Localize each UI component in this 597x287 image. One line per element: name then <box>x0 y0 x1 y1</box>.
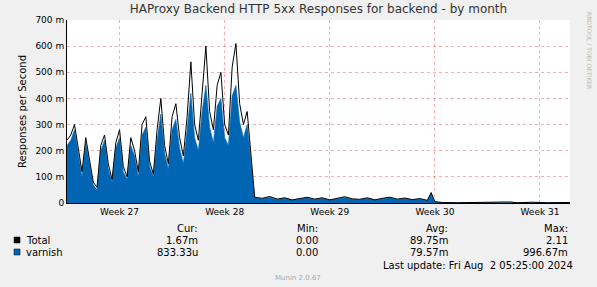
svg-text:996.67m: 996.67m <box>523 247 568 258</box>
svg-text:Total: Total <box>26 235 50 246</box>
svg-text:RRDTOOL / TOBI OETIKER: RRDTOOL / TOBI OETIKER <box>586 12 593 89</box>
svg-text:600 m: 600 m <box>35 41 64 51</box>
svg-text:1.67m: 1.67m <box>166 235 198 246</box>
svg-text:833.33u: 833.33u <box>157 247 198 258</box>
svg-text:Week 27: Week 27 <box>100 207 139 217</box>
svg-text:Week 29: Week 29 <box>310 207 349 217</box>
svg-text:0: 0 <box>58 198 64 208</box>
svg-text:varnish: varnish <box>26 247 63 258</box>
svg-text:Responses per Second: Responses per Second <box>17 55 28 168</box>
svg-text:Max:: Max: <box>544 223 568 234</box>
svg-text:700 m: 700 m <box>35 15 64 25</box>
svg-text:Week 28: Week 28 <box>205 207 244 217</box>
svg-text:HAProxy Backend HTTP 5xx Respo: HAProxy Backend HTTP 5xx Responses for b… <box>130 2 507 16</box>
svg-text:89.75m: 89.75m <box>410 235 448 246</box>
svg-text:Week 31: Week 31 <box>520 207 559 217</box>
svg-text:200 m: 200 m <box>35 146 64 156</box>
svg-text:100 m: 100 m <box>35 172 64 182</box>
svg-text:Avg:: Avg: <box>426 223 448 234</box>
svg-text:Min:: Min: <box>297 223 318 234</box>
svg-text:2.11: 2.11 <box>546 235 568 246</box>
svg-text:400 m: 400 m <box>35 94 64 104</box>
svg-text:300 m: 300 m <box>35 120 64 130</box>
svg-text:Cur:: Cur: <box>177 223 198 234</box>
svg-text:0.00: 0.00 <box>296 247 318 258</box>
svg-text:79.57m: 79.57m <box>410 247 448 258</box>
svg-text:500 m: 500 m <box>35 67 64 77</box>
svg-text:Munin 2.0.67: Munin 2.0.67 <box>275 274 321 282</box>
svg-text:Last update: Fri Aug 2 05:25:: Last update: Fri Aug 2 05:25:00 2024 <box>383 260 573 271</box>
svg-text:0.00: 0.00 <box>296 235 318 246</box>
svg-text:Week 30: Week 30 <box>415 207 454 217</box>
